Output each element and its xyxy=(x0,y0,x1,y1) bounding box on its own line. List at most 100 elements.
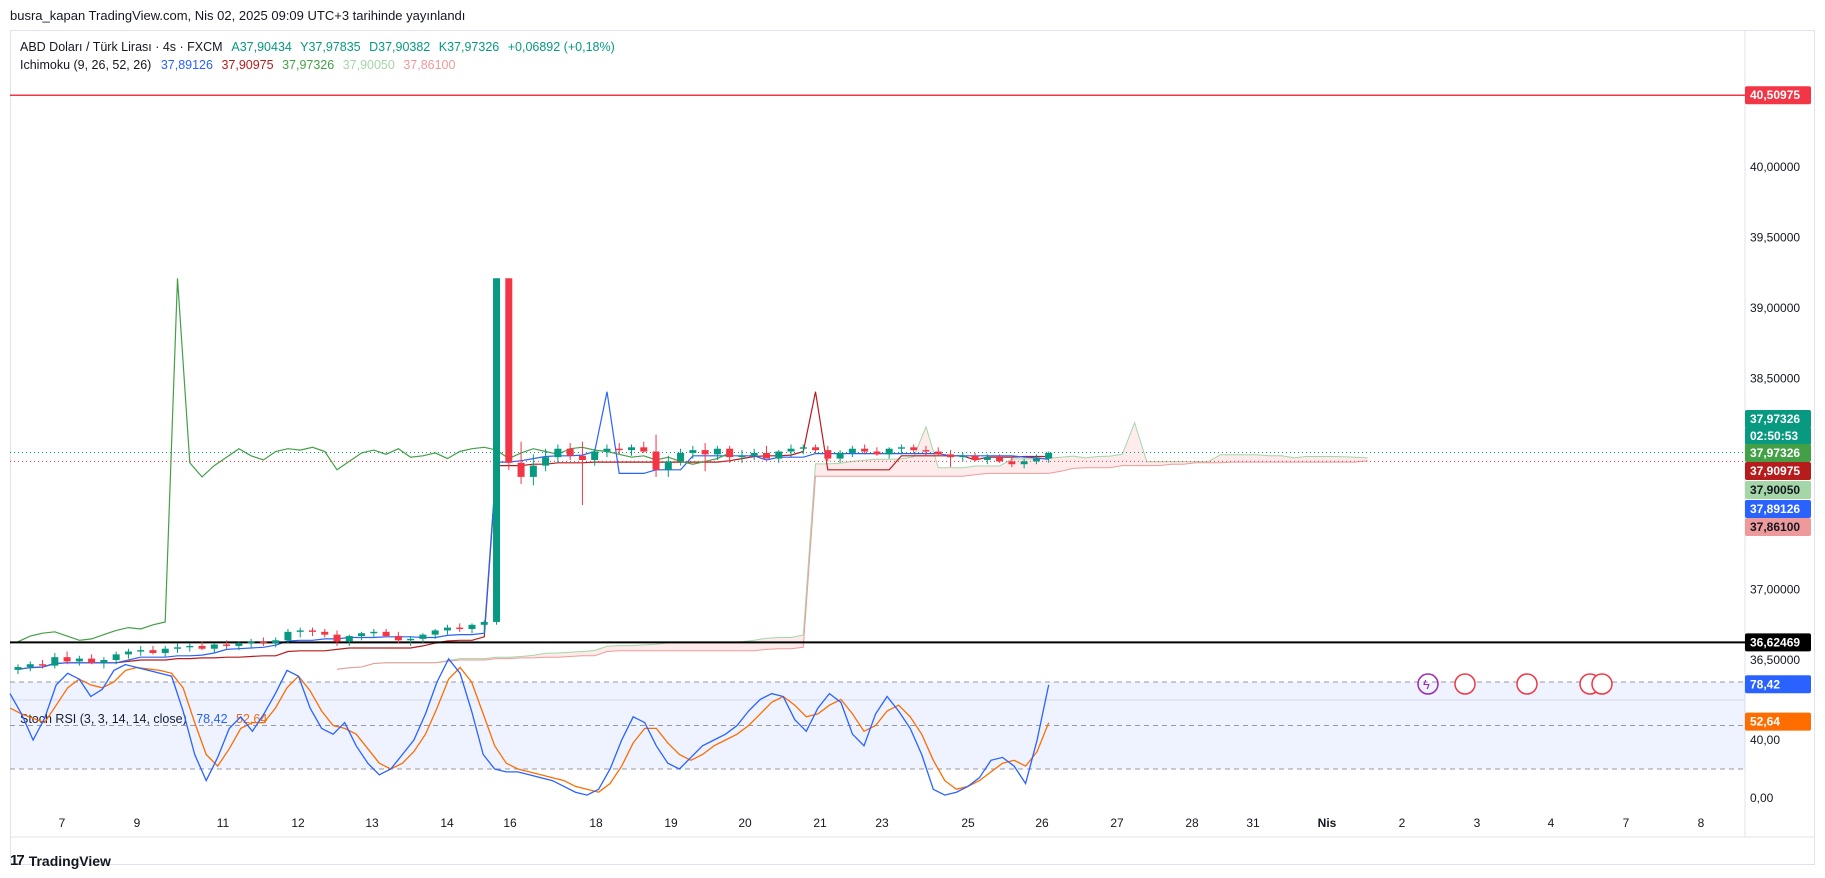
lagging-price-tag-text: 37,97326 xyxy=(1750,446,1800,460)
candle-body xyxy=(1008,461,1016,465)
candle-body xyxy=(259,641,267,644)
candle-body xyxy=(370,631,378,634)
candle-body xyxy=(407,638,415,641)
candle-body xyxy=(787,448,795,452)
candle-body xyxy=(124,651,132,655)
price-axis[interactable]: 40,00000 39,50000 39,00000 38,50000 37,00000… xyxy=(1750,160,1800,805)
candle-body xyxy=(591,451,599,460)
ichimoku-conversion-line xyxy=(17,391,1049,670)
horizontal-lines[interactable] xyxy=(10,94,1745,644)
candle-body xyxy=(652,451,660,470)
time-tick-label: 7 xyxy=(59,816,66,830)
brand-name: TradingView xyxy=(28,852,111,869)
time-axis[interactable]: 7 9 11 12 13 14 16 18 19 20 21 23 25 26 27 28 31 Nis 2 3 4 7 8 xyxy=(59,816,1705,830)
candle-body xyxy=(137,650,145,652)
price-tick-label: 40,00000 xyxy=(1750,160,1800,174)
event-icons[interactable]: ϟ xyxy=(1417,673,1613,695)
low-value: D37,90382 xyxy=(369,40,431,54)
us-flag-event-icon[interactable] xyxy=(1516,673,1538,695)
candle-body xyxy=(566,448,574,456)
candle-body xyxy=(836,452,844,459)
price-tick-label: 39,50000 xyxy=(1750,230,1800,244)
candle-body xyxy=(885,448,893,455)
ichimoku-label[interactable]: Ichimoku (9, 26, 52, 26) xyxy=(20,58,152,72)
time-tick-label: 14 xyxy=(440,816,454,830)
candle-body xyxy=(910,447,918,451)
candle-body xyxy=(628,447,635,451)
candle-body xyxy=(1045,452,1053,459)
lightning-event-icon[interactable] xyxy=(1417,673,1439,695)
candle-body xyxy=(873,451,881,455)
candle-body xyxy=(996,457,1004,462)
candle-body xyxy=(174,647,182,649)
stoch-d-line xyxy=(9,666,1050,793)
candle-body xyxy=(640,447,648,452)
us-flag-event-icon[interactable] xyxy=(1591,673,1613,695)
ichimoku-base-value: 37,90975 xyxy=(221,58,274,72)
candle-body xyxy=(39,664,47,666)
conversion-price-tag-text: 37,89126 xyxy=(1750,502,1800,516)
candle-body xyxy=(689,450,697,453)
close-value: K37,97326 xyxy=(438,40,500,54)
symbol-label[interactable]: ABD Doları / Türk Lirası · 4s · FXCM xyxy=(20,40,223,54)
base-price-tag-bg xyxy=(1745,462,1811,480)
candle-body xyxy=(419,634,427,639)
candle-body xyxy=(603,448,611,452)
stoch-k-value: 78,42 xyxy=(196,712,227,726)
candle-body xyxy=(664,461,672,470)
time-tick-label: 9 xyxy=(134,816,141,830)
candle-body xyxy=(983,457,991,460)
candle-body xyxy=(210,644,218,649)
time-tick-label: 8 xyxy=(1698,816,1705,830)
candle-body xyxy=(529,465,537,477)
candle-body xyxy=(750,452,758,456)
candle-body xyxy=(161,648,169,653)
stoch-legend: Stoch RSI (3, 3, 14, 14, close) 78,42 52… xyxy=(20,712,272,726)
ichimoku-lagging-value: 37,97326 xyxy=(282,58,335,72)
stoch-k-tag-bg xyxy=(1745,675,1811,694)
time-tick-label: 11 xyxy=(217,816,230,830)
candle-body xyxy=(824,450,832,459)
candle-body xyxy=(505,278,513,463)
candle-body xyxy=(1020,461,1028,465)
candle-body xyxy=(713,448,721,455)
last-price-tag-bg xyxy=(1745,410,1811,428)
candle-body xyxy=(149,650,157,653)
candle-body xyxy=(26,664,34,668)
candle-body xyxy=(947,454,955,458)
time-tick-label: 31 xyxy=(1246,816,1260,830)
time-tick-label: 12 xyxy=(291,816,305,830)
support-price-tag-bg xyxy=(1745,633,1811,652)
candle-body xyxy=(14,667,22,670)
candle-body xyxy=(812,447,820,451)
candle-body xyxy=(358,633,366,637)
ichimoku-lagging-line xyxy=(17,278,730,643)
time-tick-label: 23 xyxy=(875,816,889,830)
candle-body xyxy=(51,657,59,666)
lightning-glyph-icon: ϟ xyxy=(1423,677,1430,692)
main-legend: ABD Doları / Türk Lirası · 4s · FXCM A37… xyxy=(20,40,620,54)
candle-body xyxy=(468,624,476,630)
candle-body xyxy=(235,643,243,646)
candle-body xyxy=(223,644,231,646)
time-tick-label: 20 xyxy=(738,816,752,830)
candle-body xyxy=(88,658,96,663)
price-tick-label: 37,00000 xyxy=(1750,583,1800,597)
time-tick-label: 7 xyxy=(1623,816,1630,830)
candle-body xyxy=(775,451,783,459)
ichimoku-span-a-value: 37,90050 xyxy=(342,58,395,72)
candle-body xyxy=(443,627,451,631)
time-tick-label: 27 xyxy=(1110,816,1124,830)
candle-body xyxy=(677,452,685,462)
candle-body xyxy=(971,455,979,460)
candle-body xyxy=(75,658,83,662)
candle-body xyxy=(480,621,488,625)
us-flag-event-icon[interactable] xyxy=(1454,673,1476,695)
span-a-price-tag-bg xyxy=(1745,481,1811,499)
tradingview-footer[interactable]: 17 TradingView xyxy=(10,852,111,869)
base-price-tag-text: 37,90975 xyxy=(1750,464,1800,478)
stoch-label[interactable]: Stoch RSI (3, 3, 14, 14, close) xyxy=(20,712,187,726)
ichimoku-span-b-value: 37,86100 xyxy=(403,58,456,72)
span-a-price-tag-text: 37,90050 xyxy=(1750,483,1800,497)
